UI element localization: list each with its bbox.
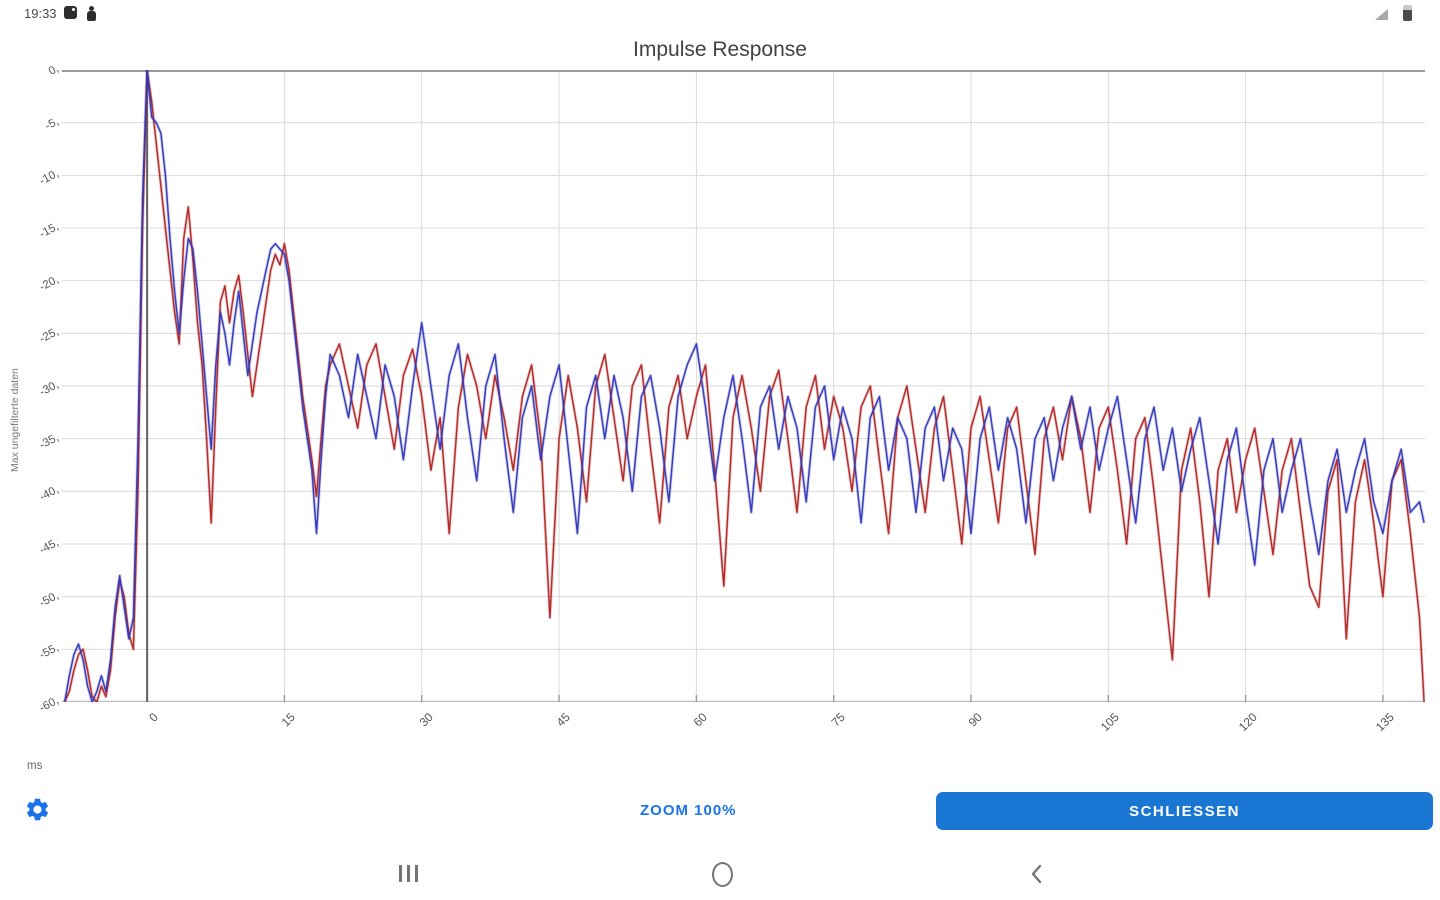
notification-app-icon: [86, 6, 97, 21]
series-blue-channel: [63, 70, 1425, 702]
android-nav-bar: [0, 850, 1440, 900]
y-tick-label: -40,: [37, 484, 61, 504]
x-tick-label: 120: [1235, 710, 1260, 735]
y-tick-label: -60,: [37, 694, 61, 715]
wifi-icon: [1375, 9, 1388, 20]
y-tick-label: -15,: [37, 220, 61, 241]
y-tick-label: -55,: [37, 642, 61, 662]
x-tick-label: 135: [1372, 710, 1397, 735]
x-tick-label: 75: [828, 710, 848, 730]
impulse-response-plot[interactable]: [62, 70, 1425, 702]
zoom-100-button[interactable]: ZOOM 100%: [640, 802, 737, 819]
chart-title: Impulse Response: [633, 38, 807, 61]
x-tick-label: 0: [146, 710, 162, 725]
y-tick-label: -25,: [37, 326, 61, 346]
back-button[interactable]: [1030, 864, 1042, 884]
back-chevron-icon: [1031, 864, 1042, 884]
schliessen-close-button[interactable]: SCHLIESSEN: [936, 792, 1433, 830]
home-button[interactable]: [712, 862, 733, 887]
y-tick-label: -50,: [37, 589, 61, 610]
x-tick-label: 60: [690, 710, 711, 730]
y-tick-label: -20,: [37, 273, 61, 294]
y-tick-label: -45,: [37, 536, 61, 557]
x-tick-label: 45: [553, 710, 573, 730]
y-tick-label: 0,: [46, 62, 61, 78]
status-bar: 19:33: [0, 0, 1440, 28]
notification-screenshot-icon: [64, 6, 77, 19]
battery-icon: [1403, 5, 1412, 21]
x-axis-unit-label: ms: [27, 760, 43, 772]
recents-button[interactable]: [399, 865, 423, 883]
y-tick-label: -10,: [37, 168, 61, 188]
clock: 19:33: [24, 6, 57, 21]
settings-button[interactable]: [24, 796, 51, 823]
x-tick-label: 90: [965, 710, 985, 730]
series-red-channel: [64, 70, 1425, 702]
y-axis-title: Max ungefilterte daten: [9, 368, 21, 472]
gear-icon: [24, 798, 51, 826]
impulse-chart-canvas: [62, 70, 1425, 702]
x-tick-label: 30: [416, 710, 436, 730]
recents-icon: [399, 865, 402, 882]
y-tick-label: -5,: [43, 115, 61, 133]
x-tick-label: 105: [1098, 710, 1123, 735]
x-tick-label: 15: [278, 710, 299, 730]
